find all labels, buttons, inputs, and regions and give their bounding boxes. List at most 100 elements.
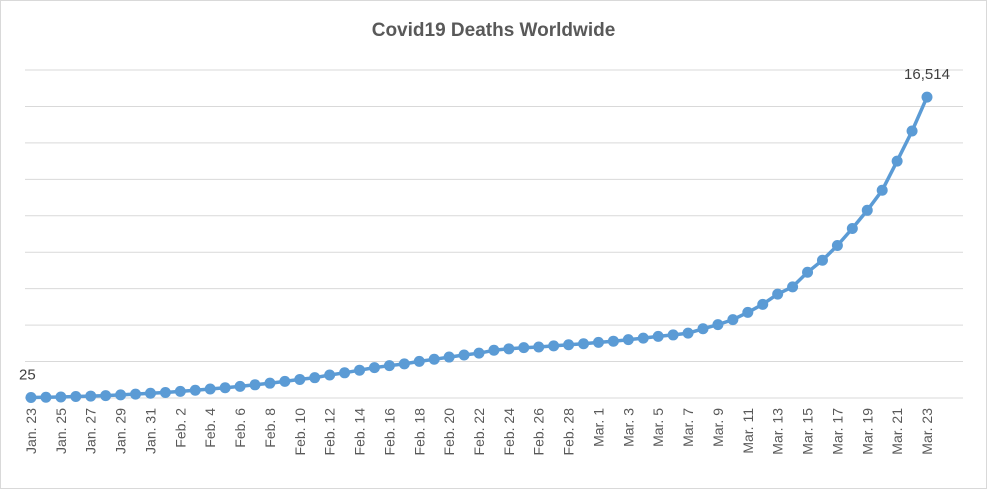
data-label: 16,514: [904, 66, 950, 83]
data-point: [921, 91, 933, 103]
data-point: [622, 334, 634, 346]
data-point: [383, 360, 395, 372]
data-point: [548, 340, 560, 352]
data-point: [727, 314, 739, 326]
data-point: [831, 239, 843, 251]
x-tick-label: Mar. 13: [770, 408, 786, 455]
data-point: [802, 266, 814, 278]
data-point: [682, 327, 694, 339]
data-label: 25: [19, 367, 36, 384]
data-point: [443, 351, 455, 363]
data-point: [578, 338, 590, 350]
x-tick-label: Jan. 31: [142, 408, 158, 454]
x-tick-label: Mar. 3: [620, 408, 636, 447]
data-point: [488, 344, 500, 356]
data-point: [398, 358, 410, 370]
x-tick-label: Jan. 25: [53, 408, 69, 454]
data-point: [25, 392, 37, 404]
x-tick-label: Feb. 4: [202, 408, 218, 448]
data-point: [174, 385, 186, 397]
x-tick-label: Feb. 6: [232, 408, 248, 448]
x-tick-label: Mar. 7: [680, 408, 696, 447]
data-point: [115, 389, 127, 401]
x-tick-label: Mar. 5: [650, 408, 666, 447]
data-point: [294, 373, 306, 385]
data-point: [354, 364, 366, 376]
data-point: [130, 388, 142, 400]
x-tick-label: Feb. 22: [471, 408, 487, 456]
series-deaths: [25, 91, 933, 404]
data-point: [100, 390, 112, 402]
data-point: [772, 288, 784, 300]
x-tick-label: Feb. 18: [411, 408, 427, 456]
data-point: [40, 391, 52, 403]
data-point: [368, 362, 380, 374]
data-point: [324, 369, 336, 381]
data-point: [219, 382, 231, 394]
data-point: [85, 390, 97, 402]
x-tick-label: Mar. 21: [889, 408, 905, 455]
data-point: [249, 379, 261, 391]
x-tick-label: Jan. 23: [23, 408, 39, 454]
data-point: [428, 353, 440, 365]
x-axis-tick-labels: Jan. 23 Jan. 25 Jan. 27 Jan. 29 Jan. 31 Feb. …: [23, 408, 935, 456]
x-tick-label: Mar. 1: [590, 408, 606, 447]
x-tick-label: Feb. 12: [322, 408, 338, 456]
x-tick-label: Feb. 24: [501, 408, 517, 456]
x-tick-label: Feb. 20: [441, 408, 457, 456]
data-point: [189, 384, 201, 396]
x-tick-label: Mar. 17: [829, 408, 845, 455]
data-point: [846, 223, 858, 235]
data-point: [458, 349, 470, 361]
data-point: [518, 342, 530, 354]
data-point: [563, 339, 575, 351]
data-point: [159, 386, 171, 398]
x-tick-label: Jan. 29: [113, 408, 129, 454]
data-point: [592, 336, 604, 348]
data-point: [309, 372, 321, 384]
x-tick-label: Mar. 23: [919, 408, 935, 455]
data-point: [742, 306, 754, 318]
gridlines: [25, 69, 963, 399]
data-point: [667, 329, 679, 341]
data-point: [757, 298, 769, 310]
data-point: [607, 335, 619, 347]
x-tick-label: Mar. 15: [800, 408, 816, 455]
x-tick-label: Mar. 11: [740, 408, 756, 454]
data-point: [816, 254, 828, 266]
x-tick-label: Mar. 9: [710, 408, 726, 447]
data-point: [339, 367, 351, 379]
x-tick-label: Feb. 10: [292, 408, 308, 456]
data-point: [697, 323, 709, 335]
x-tick-label: Feb. 16: [381, 408, 397, 456]
data-point: [70, 391, 82, 403]
x-tick-label: Feb. 2: [172, 408, 188, 448]
data-point: [144, 387, 156, 399]
data-point: [55, 391, 67, 403]
data-point: [861, 204, 873, 216]
data-point: [413, 355, 425, 367]
x-tick-label: Jan. 27: [83, 408, 99, 454]
x-tick-label: Feb. 8: [262, 408, 278, 448]
data-point: [876, 184, 888, 196]
x-tick-label: Feb. 14: [352, 408, 368, 456]
x-tick-label: Feb. 26: [531, 408, 547, 456]
x-tick-label: Mar. 19: [859, 408, 875, 455]
data-point: [503, 343, 515, 355]
data-point: [234, 380, 246, 392]
data-point: [652, 330, 664, 342]
data-point: [279, 375, 291, 387]
data-point: [906, 125, 918, 137]
data-point: [787, 281, 799, 293]
data-point: [473, 347, 485, 359]
data-point: [204, 383, 216, 395]
data-point: [533, 341, 545, 353]
chart-title: Covid19 Deaths Worldwide: [371, 20, 616, 41]
x-tick-label: Feb. 28: [561, 408, 577, 456]
data-labels: 25 16,514: [19, 66, 950, 383]
data-point: [712, 319, 724, 331]
data-point: [891, 155, 903, 167]
data-point: [264, 377, 276, 389]
